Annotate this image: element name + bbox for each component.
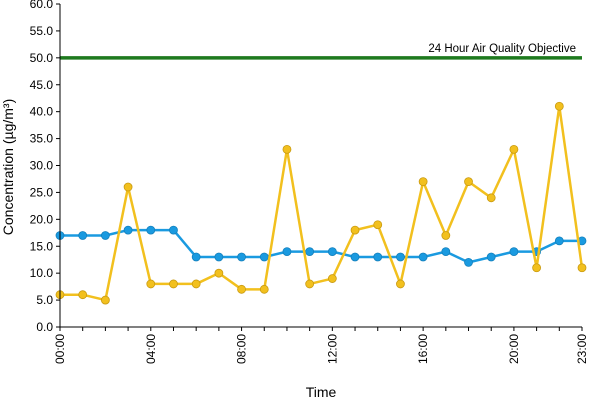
data-point — [486, 252, 496, 262]
y-tick-label: 45.0 — [30, 78, 54, 92]
data-point — [78, 231, 88, 240]
axes-layer: 0.0 5.0 10.0 15.0 20.0 25.0 30.0 35.0 40.0 45.0 50… — [30, 0, 589, 364]
data-point — [418, 252, 428, 262]
x-tick-label: 04:00 — [144, 334, 158, 364]
data-point — [146, 225, 156, 235]
data-point — [509, 144, 519, 154]
data-point — [418, 177, 428, 187]
y-tick-label: 60.0 — [30, 0, 54, 11]
data-point — [577, 263, 587, 273]
data-point — [350, 225, 360, 235]
y-tick-label: 40.0 — [30, 105, 54, 119]
data-point — [214, 268, 224, 278]
data-point — [191, 279, 201, 289]
series-2 — [55, 101, 587, 305]
x-tick-label: 08:00 — [235, 334, 249, 364]
y-axis-title: Concentration (µg/m³) — [0, 99, 16, 235]
x-tick-label: 16:00 — [416, 334, 430, 364]
series-1 — [55, 225, 587, 267]
y-tick-label: 10.0 — [30, 266, 54, 280]
data-point — [237, 252, 246, 262]
data-point — [123, 182, 133, 192]
data-point — [282, 144, 292, 154]
data-point — [146, 279, 156, 289]
data-point — [350, 252, 360, 262]
data-point — [305, 279, 315, 289]
data-point — [554, 236, 564, 246]
data-point — [373, 220, 383, 230]
series-layer — [55, 101, 587, 305]
data-point — [305, 247, 315, 257]
data-point — [373, 252, 383, 262]
data-point — [396, 279, 405, 289]
data-point — [327, 274, 337, 283]
data-point — [259, 284, 269, 294]
data-point — [327, 247, 337, 257]
data-point — [100, 231, 110, 240]
data-point — [441, 231, 451, 240]
y-tick-label: 50.0 — [30, 51, 54, 65]
data-point — [282, 247, 292, 257]
y-tick-label: 55.0 — [30, 24, 54, 38]
x-tick-label: 23:00 — [575, 334, 589, 364]
data-point — [169, 279, 178, 289]
y-tick-label: 30.0 — [30, 159, 54, 173]
data-point — [464, 177, 473, 187]
series-line — [60, 105, 584, 302]
data-point — [532, 263, 542, 273]
y-tick-label: 20.0 — [30, 212, 54, 226]
reference-line-layer: 24 Hour Air Quality Objective — [60, 43, 582, 60]
x-tick-label: 20:00 — [507, 334, 521, 364]
data-point — [237, 284, 246, 294]
data-point — [169, 225, 178, 235]
data-point — [509, 247, 519, 257]
y-tick-label: 5.0 — [36, 293, 53, 307]
y-tick-label: 15.0 — [30, 239, 54, 253]
data-point — [396, 252, 405, 262]
data-point — [441, 247, 451, 257]
x-tick-label: 12:00 — [325, 334, 339, 364]
y-tick-label: 0.0 — [36, 320, 53, 334]
y-tick-label: 35.0 — [30, 132, 54, 146]
data-point — [100, 295, 110, 305]
data-point — [486, 193, 496, 203]
reference-line-label: 24 Hour Air Quality Objective — [428, 43, 576, 55]
data-point — [123, 225, 133, 235]
data-point — [191, 252, 201, 262]
data-point — [78, 290, 88, 300]
data-point — [464, 257, 473, 267]
x-tick-label: 00:00 — [53, 334, 67, 364]
y-tick-label: 25.0 — [30, 185, 54, 199]
x-axis-title: Time — [306, 384, 337, 400]
data-point — [554, 101, 564, 111]
data-point — [214, 252, 224, 262]
data-point — [259, 252, 269, 262]
